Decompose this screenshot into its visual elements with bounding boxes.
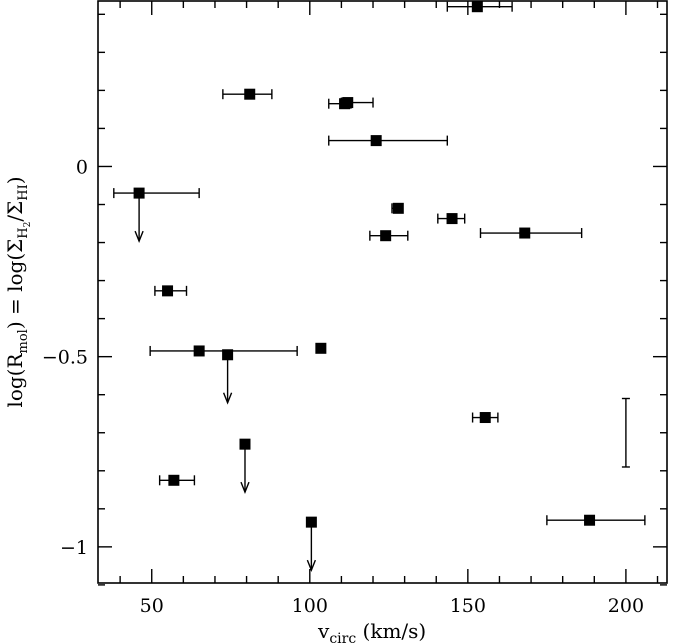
data-point [370, 135, 382, 147]
data-point [222, 349, 234, 361]
upper-limit-arrow-head [306, 559, 317, 573]
data-point [239, 438, 251, 450]
data-point [342, 97, 354, 109]
tick-labels: 50 100 150 200 −1 −0.5 0 [42, 156, 644, 617]
data-point [380, 230, 392, 242]
data-point [305, 516, 317, 528]
data-point [584, 514, 596, 526]
y-axis-label: log(Rmol) = log(ΣH2/ΣHI) [3, 176, 33, 407]
upper-limit-arrow-head [222, 392, 233, 405]
y-tick-label: −0.5 [42, 347, 88, 369]
plot-frame [97, 0, 668, 584]
x-tick-label: 50 [140, 595, 164, 617]
data-point [133, 187, 145, 199]
upper-limit-arrows [134, 193, 317, 573]
upper-limit-arrow-head [134, 230, 144, 243]
x-axis-label-subscript: circ [329, 631, 356, 644]
y-tick-label: −1 [60, 537, 88, 559]
data-point [479, 412, 491, 424]
representative-error-bar [621, 397, 630, 468]
data-point [315, 342, 327, 354]
x-axis-label: vcirc (km/s) [317, 619, 426, 644]
data-point [162, 285, 174, 297]
upper-limit-arrow-head [240, 481, 250, 495]
axis-ticks [98, 1, 667, 586]
data-point [392, 202, 404, 214]
data-point [519, 227, 531, 239]
data-point [244, 88, 256, 100]
x-tick-label: 200 [608, 595, 644, 617]
data-markers [133, 1, 596, 528]
data-point [168, 474, 180, 486]
x-tick-label: 150 [450, 595, 486, 617]
data-point [193, 345, 205, 357]
y-tick-label: 0 [76, 156, 88, 178]
data-point [471, 1, 483, 13]
x-tick-label: 100 [292, 595, 328, 617]
data-point [446, 213, 458, 225]
error-bars [113, 1, 646, 526]
